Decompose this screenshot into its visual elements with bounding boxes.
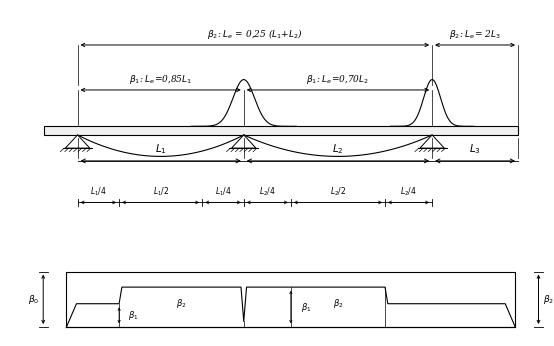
Text: $\beta_2$: $\beta_2$ [176, 297, 187, 310]
Text: $L_2/4$: $L_2/4$ [400, 186, 417, 198]
Text: $\beta_2$: $\beta_2$ [333, 297, 343, 310]
Text: $L_1/4$: $L_1/4$ [90, 186, 107, 198]
Text: $\beta_1$: $L_e$=0,85$L_1$: $\beta_1$: $L_e$=0,85$L_1$ [129, 73, 192, 86]
FancyBboxPatch shape [44, 126, 518, 135]
Text: $\beta_1$: $\beta_1$ [128, 309, 138, 322]
Text: $L_2$: $L_2$ [332, 143, 343, 156]
Text: $L_1/4$: $L_1/4$ [214, 186, 232, 198]
Polygon shape [232, 135, 256, 148]
Text: $\beta_1$: $\beta_1$ [301, 301, 311, 313]
Text: $L_1/2$: $L_1/2$ [152, 186, 169, 198]
Text: $L_1$: $L_1$ [155, 143, 167, 156]
Text: $\beta_1$: $L_e$=0,70$L_2$: $\beta_1$: $L_e$=0,70$L_2$ [306, 73, 370, 86]
Text: $\beta_2$: $\beta_2$ [543, 293, 554, 306]
Polygon shape [65, 135, 90, 148]
Text: $\beta_2$: $L_e$ = 0,25 ($L_1$+$L_2$): $\beta_2$: $L_e$ = 0,25 ($L_1$+$L_2$) [207, 27, 303, 41]
Text: $\beta_2$: $L_e$= 2$L_3$: $\beta_2$: $L_e$= 2$L_3$ [449, 28, 501, 41]
Text: $L_2/4$: $L_2/4$ [259, 186, 276, 198]
Text: $L_2/2$: $L_2/2$ [330, 186, 346, 198]
Text: $L_3$: $L_3$ [469, 143, 481, 156]
Text: $\beta_0$: $\beta_0$ [28, 293, 39, 306]
Polygon shape [420, 135, 444, 148]
